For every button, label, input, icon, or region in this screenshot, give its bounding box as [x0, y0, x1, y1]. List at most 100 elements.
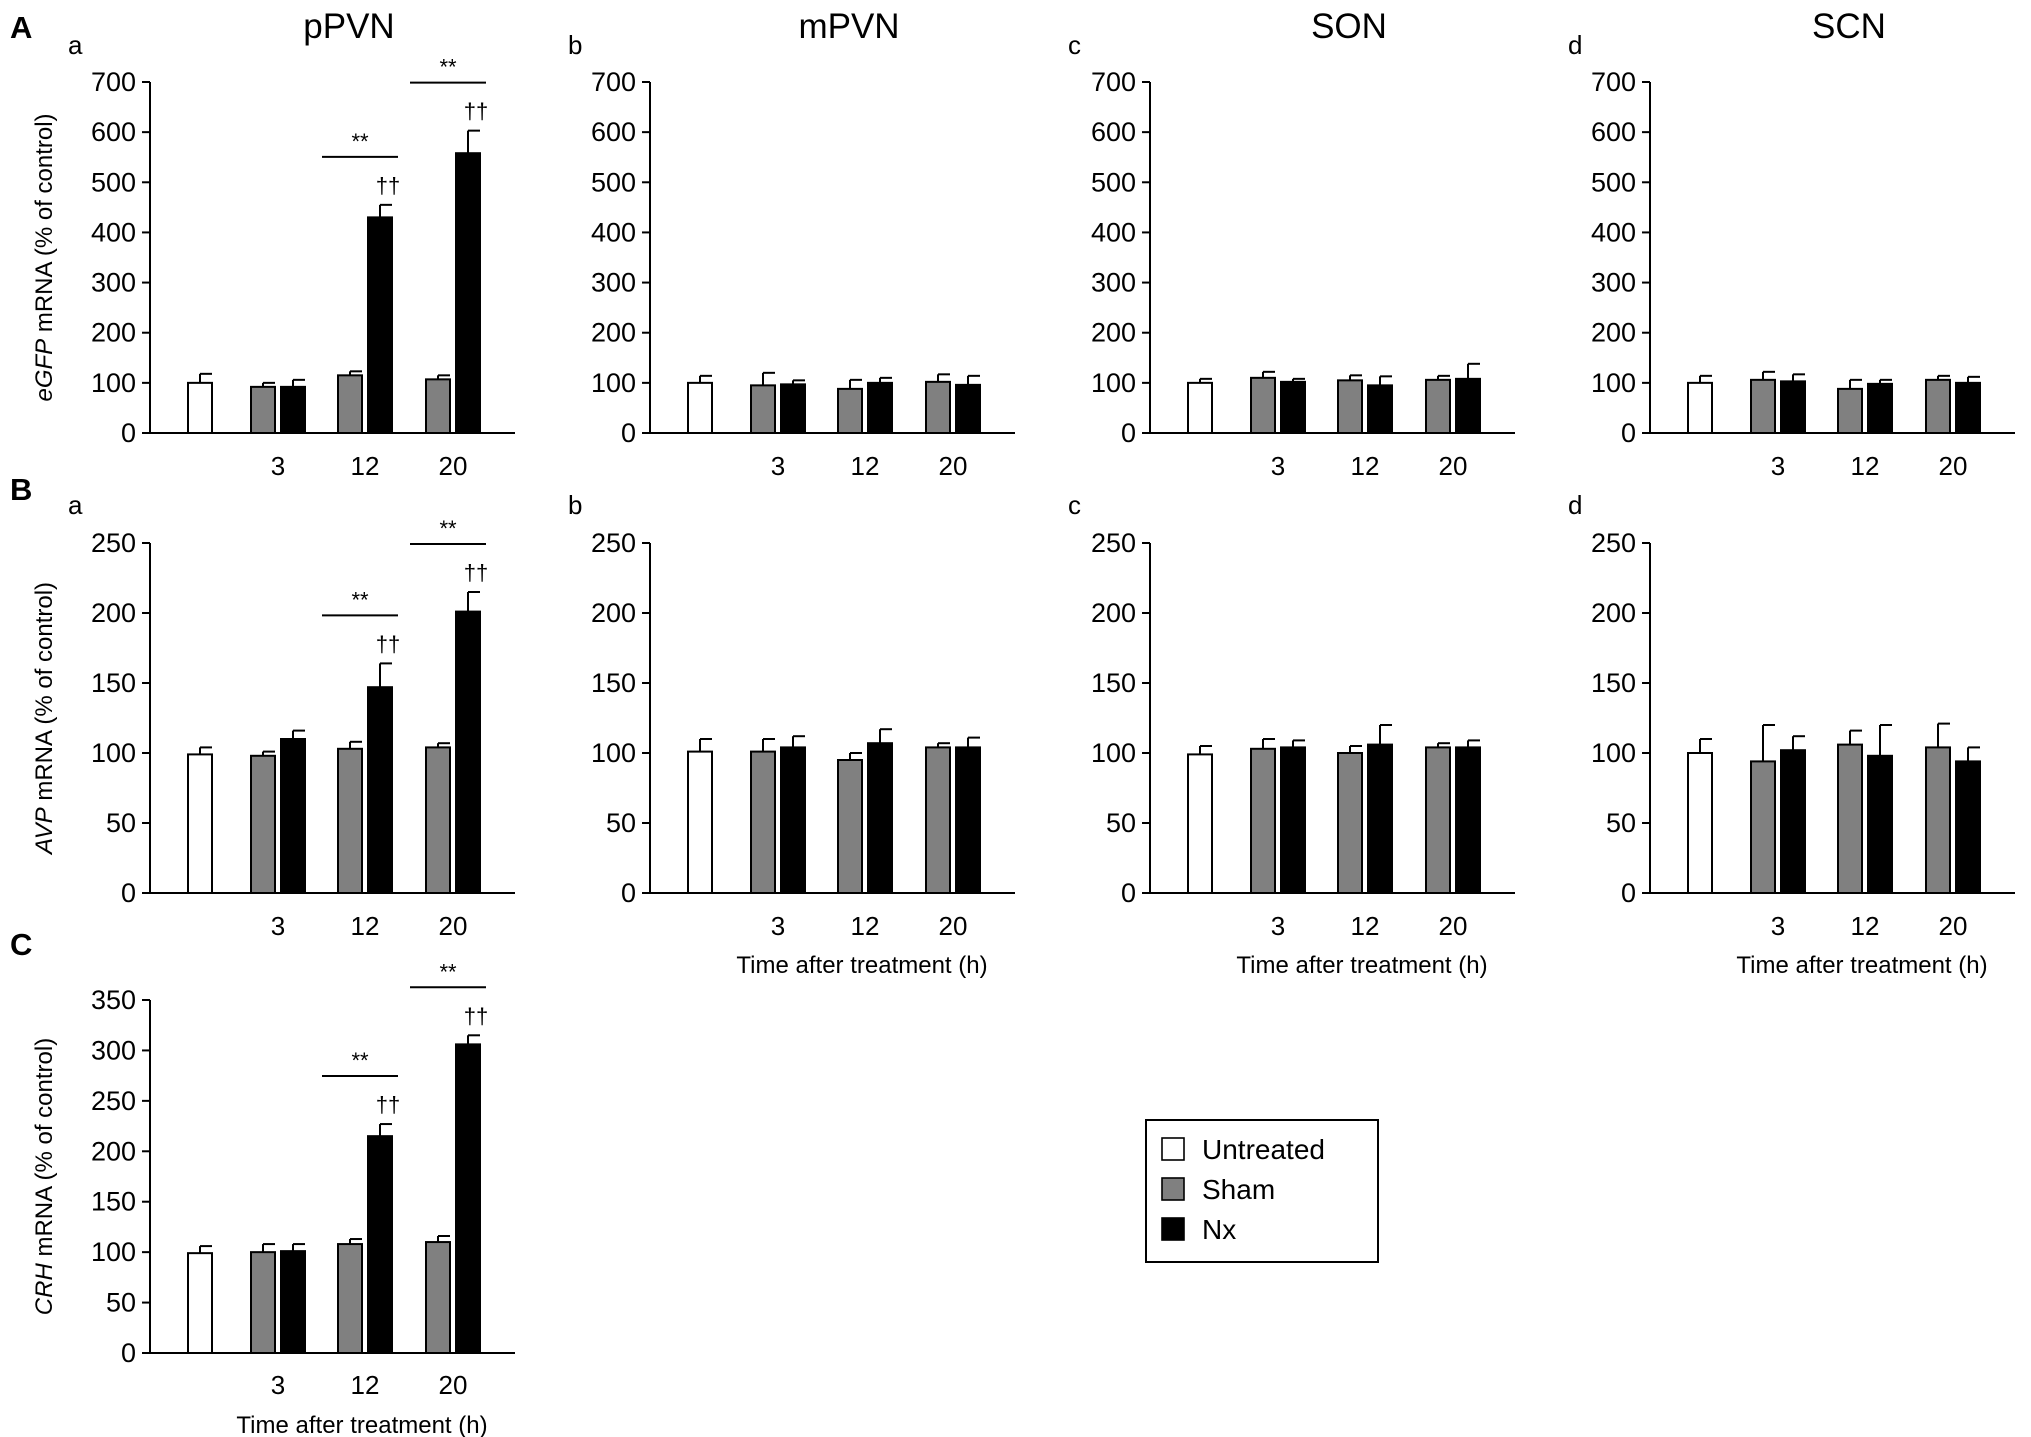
x-tick-label: 3 [1771, 451, 1785, 481]
x-tick-label: 12 [1351, 451, 1380, 481]
subpanel-letter: d [1568, 490, 1582, 520]
x-tick-label: 20 [439, 1370, 468, 1400]
bar-nx [1867, 382, 1893, 434]
y-axis-label: AVP mRNA (% of control) [31, 582, 58, 856]
bar-nx [1780, 380, 1806, 434]
y-tick-label: 150 [91, 668, 136, 698]
y-tick-label: 100 [1091, 368, 1136, 398]
y-tick-label: 50 [106, 808, 136, 838]
y-tick-label: 200 [1591, 318, 1636, 348]
bar-sham [250, 754, 276, 894]
legend-label-sham: Sham [1202, 1174, 1275, 1205]
bar-nx [1955, 760, 1981, 895]
bar-nx [280, 738, 306, 894]
bar-nx [455, 610, 481, 894]
x-tick-label: 3 [1271, 451, 1285, 481]
y-axis-label: CRH mRNA (% of control) [31, 1038, 58, 1315]
x-tick-label: 12 [1851, 911, 1880, 941]
x-tick-label: 20 [939, 451, 968, 481]
x-axis-title: Time after treatment (h) [236, 1412, 487, 1437]
x-tick-label: 20 [439, 911, 468, 941]
y-tick-label: 300 [1091, 268, 1136, 298]
y-tick-label: 600 [591, 117, 636, 147]
y-tick-label: 0 [1621, 418, 1636, 448]
y-tick-label: 100 [91, 738, 136, 768]
subpanel-letter: b [568, 30, 582, 60]
y-tick-label: 200 [91, 598, 136, 628]
y-tick-label: 100 [1091, 738, 1136, 768]
region-title: SON [1311, 7, 1387, 46]
bar-nx [1367, 384, 1393, 435]
bar-nx [367, 1135, 393, 1354]
subpanel-letter: c [1068, 490, 1081, 520]
x-axis-title: Time after treatment (h) [1236, 952, 1487, 979]
bar-nx [867, 742, 893, 895]
x-tick-label: 20 [1939, 451, 1968, 481]
x-tick-label: 3 [771, 911, 785, 941]
y-tick-label: 50 [606, 808, 636, 838]
bar-untreated [1187, 381, 1213, 435]
x-tick-label: 20 [939, 911, 968, 941]
y-axis-label-gene: CRH [31, 1263, 58, 1316]
x-tick-label: 3 [1771, 911, 1785, 941]
bar-sham [837, 387, 863, 435]
chart-a-c: 0 100 200 300 400 500 600 700 3 12 20 c SON [1068, 7, 1515, 481]
y-tick-label: 100 [591, 368, 636, 398]
bar-nx [1867, 754, 1893, 894]
y-axis-label-text: mRNA (% of control) [31, 582, 58, 807]
y-axis-label-text: mRNA (% of control) [31, 1038, 58, 1263]
y-tick-label: 100 [91, 1237, 136, 1267]
legend-label-nx: Nx [1202, 1214, 1236, 1245]
bar-sham [1837, 387, 1863, 435]
y-tick-label: 250 [1591, 528, 1636, 558]
y-tick-label: 150 [1091, 668, 1136, 698]
x-tick-label: 12 [1851, 451, 1880, 481]
x-tick-label: 12 [851, 911, 880, 941]
y-tick-label: 600 [1091, 117, 1136, 147]
y-tick-label: 50 [1606, 808, 1636, 838]
bar-sham [1837, 743, 1863, 894]
chart-b-c: 0 50 100 150 200 250 3 12 20 c Time after treatmen… [1068, 490, 1515, 979]
x-tick-label: 20 [1439, 911, 1468, 941]
bar-nx [955, 383, 981, 434]
chart-b-d: 0 50 100 150 200 250 3 12 20 d Time after treatmen… [1568, 490, 2015, 979]
y-tick-label: 200 [1091, 318, 1136, 348]
x-axis-title: Time after treatment (h) [736, 952, 987, 979]
y-axis-label-text: mRNA (% of control) [31, 113, 58, 338]
bar-sham [925, 380, 951, 434]
x-tick-label: 3 [271, 1370, 285, 1400]
significance-stars: ** [351, 1048, 369, 1073]
bar-untreated [687, 381, 713, 435]
bar-sham [1425, 746, 1451, 895]
bar-sham [250, 1251, 276, 1354]
bar-sham [1337, 752, 1363, 894]
bar-sham [837, 759, 863, 894]
panel-letter: A [10, 10, 32, 45]
y-axis-label-gene: eGFP [31, 339, 58, 402]
x-tick-label: 20 [1439, 451, 1468, 481]
x-tick-label: 3 [271, 911, 285, 941]
significance-stars: ** [351, 129, 369, 154]
y-tick-label: 250 [91, 528, 136, 558]
bar-nx [367, 686, 393, 895]
significance-stars: ** [439, 959, 457, 984]
subpanel-letter: a [68, 490, 83, 520]
dagger-mark: †† [464, 1003, 488, 1028]
bar-untreated [687, 750, 713, 894]
bar-sham [1425, 378, 1451, 434]
bar-nx [1455, 377, 1481, 434]
bar-nx [780, 383, 806, 434]
bar-untreated [1687, 381, 1713, 435]
bar-nx [1455, 746, 1481, 895]
bar-nx [1955, 381, 1981, 435]
y-tick-label: 0 [121, 418, 136, 448]
y-tick-label: 350 [91, 985, 136, 1015]
bar-sham [1925, 746, 1951, 895]
y-tick-label: 100 [591, 738, 636, 768]
bar-sham [425, 746, 451, 895]
bar-untreated [187, 1252, 213, 1355]
y-tick-label: 250 [1091, 528, 1136, 558]
legend: Untreated Sham Nx [1145, 1119, 1379, 1263]
